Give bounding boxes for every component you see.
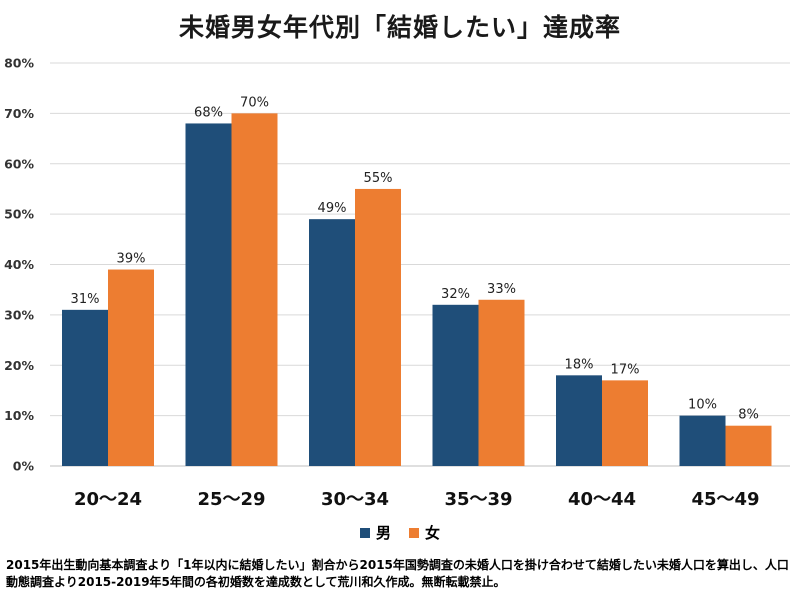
data-label: 10% xyxy=(688,398,717,413)
y-tick-label: 20% xyxy=(4,358,34,373)
y-tick-label: 50% xyxy=(4,207,34,222)
bar-female xyxy=(478,299,525,466)
bar-male xyxy=(432,304,479,466)
y-tick-label: 70% xyxy=(4,106,34,121)
bar-male xyxy=(679,415,726,466)
data-label: 17% xyxy=(611,362,640,377)
data-label: 49% xyxy=(318,201,347,216)
y-tick-label: 0% xyxy=(13,459,35,474)
x-tick-label: 20〜24 xyxy=(74,489,142,510)
bar-male xyxy=(62,309,108,466)
data-label: 18% xyxy=(565,357,594,372)
x-tick-label: 25〜29 xyxy=(197,489,265,510)
bar-female xyxy=(231,113,278,466)
x-tick-label: 30〜34 xyxy=(321,489,389,510)
bar-chart: 0% 10% 20% 30% 40% 50% 60% 70% 80% 31% 39% 68% 70% 4… xyxy=(4,56,790,510)
data-label: 68% xyxy=(194,105,223,120)
data-label: 39% xyxy=(117,252,146,267)
data-label: 31% xyxy=(71,292,100,307)
legend-swatch-female xyxy=(409,527,419,538)
legend-item-female: 女 xyxy=(409,522,440,543)
y-tick-label: 80% xyxy=(4,56,34,71)
y-tick-label: 10% xyxy=(4,408,34,423)
chart-title: 未婚男女年代別「結婚したい」達成率 xyxy=(178,13,621,42)
bar-male xyxy=(185,123,232,466)
legend-swatch-male xyxy=(359,527,370,538)
bars xyxy=(62,113,772,466)
y-tick-label: 40% xyxy=(4,257,34,272)
x-tick-label: 35〜39 xyxy=(444,489,512,510)
bar-male xyxy=(309,219,355,466)
x-tick-label: 45〜49 xyxy=(691,489,759,510)
x-tick-label: 40〜44 xyxy=(568,489,636,510)
footnote: 2015年出生動向基本調査より「1年以内に結婚したい」割合から2015年国勢調査… xyxy=(6,558,789,589)
data-label: 8% xyxy=(738,408,759,423)
data-label: 55% xyxy=(364,171,393,186)
data-label: 32% xyxy=(441,287,470,302)
data-label: 33% xyxy=(487,282,516,297)
bar-male xyxy=(556,375,602,466)
bar-female xyxy=(108,269,154,466)
bar-female xyxy=(602,380,648,466)
y-tick-label: 30% xyxy=(4,307,34,322)
x-axis-ticks: 20〜24 25〜29 30〜34 35〜39 40〜44 45〜49 xyxy=(74,489,760,510)
gridlines xyxy=(50,62,790,467)
legend: 男 女 xyxy=(0,522,800,543)
data-labels: 31% 39% 68% 70% 49% 55% 32% 33% 18% 17% 10% 8% xyxy=(71,95,759,422)
y-axis-ticks: 0% 10% 20% 30% 40% 50% 60% 70% 80% xyxy=(4,56,34,474)
legend-label-female: 女 xyxy=(425,524,441,542)
bar-female xyxy=(355,188,401,466)
data-label: 70% xyxy=(240,95,269,110)
y-tick-label: 60% xyxy=(4,156,34,171)
bar-female xyxy=(725,425,772,466)
legend-item-male: 男 xyxy=(359,522,391,543)
legend-label-male: 男 xyxy=(375,524,391,542)
